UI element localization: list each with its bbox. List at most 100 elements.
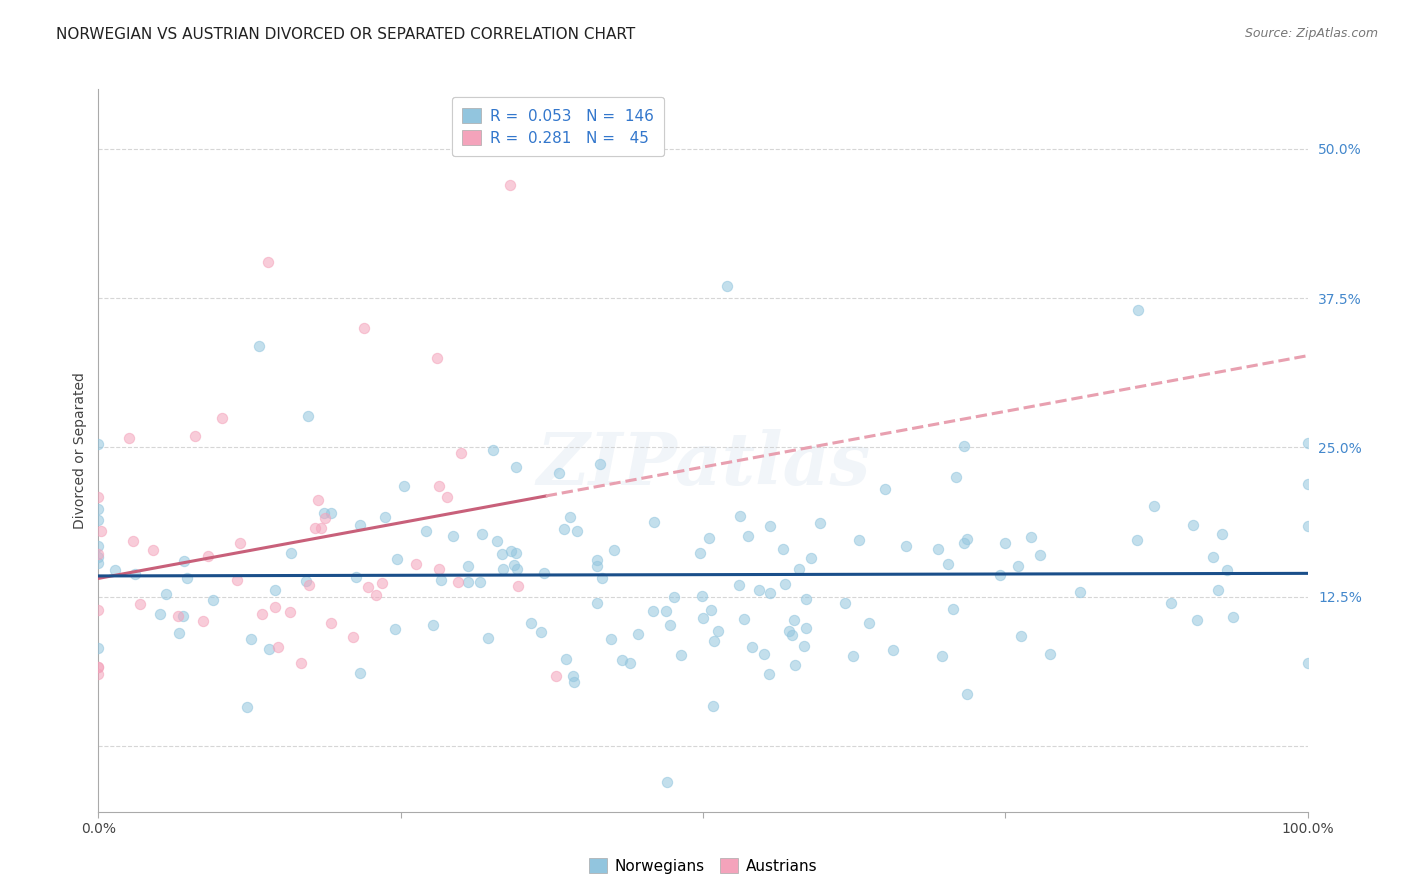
Austrians xyxy=(191,614,214,628)
Norwegians xyxy=(373,510,395,524)
Norwegians xyxy=(703,634,725,648)
Norwegians xyxy=(1007,558,1029,573)
Austrians xyxy=(508,579,530,593)
Austrians xyxy=(250,607,273,621)
Austrians xyxy=(278,605,301,619)
Norwegians xyxy=(956,532,979,546)
Y-axis label: Divorced or Separated: Divorced or Separated xyxy=(73,372,87,529)
Norwegians xyxy=(728,509,751,524)
Norwegians xyxy=(173,554,195,568)
Norwegians xyxy=(321,506,343,520)
Norwegians xyxy=(560,509,582,524)
Norwegians xyxy=(295,574,318,588)
Norwegians xyxy=(1160,596,1182,610)
Austrians xyxy=(450,446,472,460)
Norwegians xyxy=(692,611,714,625)
Norwegians xyxy=(506,562,529,576)
Norwegians xyxy=(499,544,522,558)
Norwegians xyxy=(783,658,806,673)
Norwegians xyxy=(643,515,665,529)
Norwegians xyxy=(585,559,607,574)
Norwegians xyxy=(810,516,832,530)
Norwegians xyxy=(783,613,806,627)
Norwegians xyxy=(562,675,585,690)
Austrians xyxy=(121,533,143,548)
Norwegians xyxy=(457,559,479,574)
Norwegians xyxy=(312,506,335,520)
Norwegians xyxy=(1296,435,1319,450)
Norwegians xyxy=(692,589,714,603)
Norwegians xyxy=(794,621,817,635)
Austrians xyxy=(129,597,152,611)
Austrians xyxy=(87,660,110,674)
Norwegians xyxy=(585,596,607,610)
Norwegians xyxy=(591,571,613,585)
Austrians xyxy=(309,521,332,535)
Norwegians xyxy=(155,586,177,600)
Austrians xyxy=(321,616,343,631)
Austrians xyxy=(353,321,375,335)
Legend: Norwegians, Austrians: Norwegians, Austrians xyxy=(582,852,824,880)
Austrians xyxy=(342,630,364,644)
Norwegians xyxy=(834,596,856,610)
Norwegians xyxy=(994,535,1017,549)
Norwegians xyxy=(167,626,190,640)
Norwegians xyxy=(172,608,194,623)
Norwegians xyxy=(952,535,974,549)
Norwegians xyxy=(945,470,967,484)
Norwegians xyxy=(702,699,724,714)
Norwegians xyxy=(936,557,959,571)
Norwegians xyxy=(737,529,759,543)
Austrians xyxy=(87,660,110,674)
Austrians xyxy=(307,492,329,507)
Austrians xyxy=(498,178,520,192)
Austrians xyxy=(314,511,336,525)
Norwegians xyxy=(773,576,796,591)
Norwegians xyxy=(1222,610,1244,624)
Norwegians xyxy=(87,501,110,516)
Norwegians xyxy=(706,624,728,639)
Austrians xyxy=(87,490,110,504)
Norwegians xyxy=(297,409,319,424)
Norwegians xyxy=(588,457,610,471)
Norwegians xyxy=(585,553,607,567)
Norwegians xyxy=(1029,548,1052,562)
Norwegians xyxy=(441,529,464,543)
Norwegians xyxy=(848,533,870,547)
Norwegians xyxy=(1038,648,1060,662)
Norwegians xyxy=(87,556,110,570)
Austrians xyxy=(427,479,450,493)
Norwegians xyxy=(882,642,904,657)
Austrians xyxy=(90,524,112,538)
Austrians xyxy=(436,491,458,505)
Norwegians xyxy=(554,652,576,666)
Austrians xyxy=(544,668,567,682)
Norwegians xyxy=(787,562,810,576)
Norwegians xyxy=(565,524,588,538)
Norwegians xyxy=(257,641,280,656)
Norwegians xyxy=(858,616,880,631)
Norwegians xyxy=(655,604,678,618)
Austrians xyxy=(371,576,394,591)
Austrians xyxy=(304,521,326,535)
Norwegians xyxy=(1181,517,1204,532)
Norwegians xyxy=(772,541,794,556)
Norwegians xyxy=(782,627,804,641)
Norwegians xyxy=(457,575,479,590)
Norwegians xyxy=(752,647,775,661)
Norwegians xyxy=(503,558,526,572)
Austrians xyxy=(426,351,449,365)
Norwegians xyxy=(759,586,782,600)
Austrians xyxy=(429,562,451,576)
Norwegians xyxy=(793,640,815,654)
Norwegians xyxy=(927,541,949,556)
Norwegians xyxy=(1211,527,1233,541)
Austrians xyxy=(197,549,219,564)
Norwegians xyxy=(1019,530,1042,544)
Norwegians xyxy=(280,546,302,560)
Norwegians xyxy=(748,582,770,597)
Norwegians xyxy=(236,699,259,714)
Norwegians xyxy=(124,567,146,582)
Norwegians xyxy=(505,460,527,475)
Norwegians xyxy=(202,592,225,607)
